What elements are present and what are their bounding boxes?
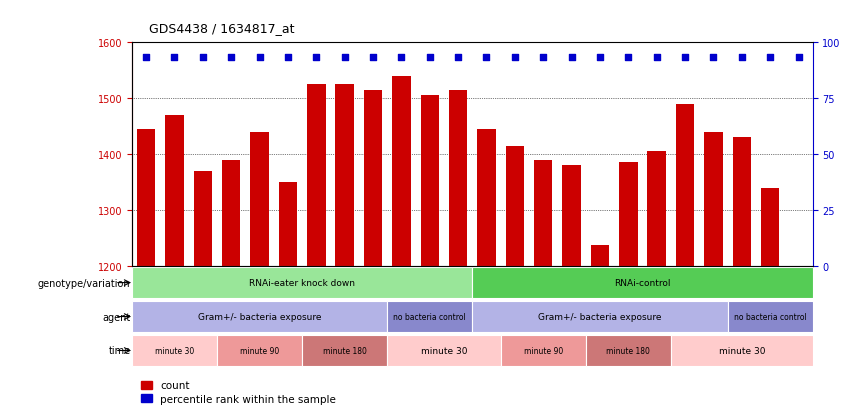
- Bar: [132, 301, 387, 332]
- Bar: [193, 171, 212, 266]
- Point: [310, 55, 323, 61]
- Point: [791, 55, 805, 61]
- Point: [508, 55, 522, 61]
- Point: [253, 55, 266, 61]
- Point: [395, 55, 408, 61]
- Point: [735, 55, 749, 61]
- Bar: [132, 267, 472, 299]
- Text: minute 90: minute 90: [523, 346, 563, 355]
- Bar: [733, 138, 751, 266]
- Bar: [472, 301, 728, 332]
- Bar: [761, 188, 780, 266]
- Point: [678, 55, 692, 61]
- Bar: [222, 160, 240, 266]
- Point: [593, 55, 607, 61]
- Text: genotype/variation: genotype/variation: [38, 278, 130, 288]
- Point: [338, 55, 351, 61]
- Point: [763, 55, 777, 61]
- Point: [536, 55, 550, 61]
- Bar: [671, 335, 813, 366]
- Text: time: time: [108, 346, 130, 356]
- Bar: [302, 335, 387, 366]
- Text: Gram+/- bacteria exposure: Gram+/- bacteria exposure: [197, 312, 322, 321]
- Bar: [165, 116, 184, 266]
- Bar: [728, 301, 813, 332]
- Point: [225, 55, 238, 61]
- Bar: [250, 133, 269, 266]
- Point: [650, 55, 664, 61]
- Legend: count, percentile rank within the sample: count, percentile rank within the sample: [137, 376, 340, 408]
- Bar: [387, 301, 472, 332]
- Text: minute 180: minute 180: [607, 346, 650, 355]
- Bar: [420, 96, 439, 266]
- Bar: [534, 160, 552, 266]
- Bar: [364, 91, 382, 266]
- Point: [140, 55, 153, 61]
- Bar: [278, 183, 297, 266]
- Text: agent: agent: [102, 312, 130, 322]
- Bar: [307, 85, 325, 266]
- Point: [196, 55, 209, 61]
- Point: [706, 55, 720, 61]
- Text: RNAi-eater knock down: RNAi-eater knock down: [249, 278, 355, 287]
- Text: no bacteria control: no bacteria control: [393, 312, 466, 321]
- Bar: [132, 335, 217, 366]
- Text: Gram+/- bacteria exposure: Gram+/- bacteria exposure: [538, 312, 662, 321]
- Bar: [563, 166, 580, 266]
- Bar: [335, 85, 354, 266]
- Point: [565, 55, 579, 61]
- Point: [168, 55, 181, 61]
- Bar: [591, 245, 609, 266]
- Bar: [477, 130, 495, 266]
- Point: [480, 55, 494, 61]
- Bar: [648, 152, 665, 266]
- Bar: [137, 130, 155, 266]
- Bar: [676, 104, 694, 266]
- Text: RNAi-control: RNAi-control: [614, 278, 671, 287]
- Bar: [217, 335, 302, 366]
- Bar: [472, 267, 813, 299]
- Point: [281, 55, 294, 61]
- Bar: [619, 163, 637, 266]
- Text: minute 90: minute 90: [240, 346, 279, 355]
- Text: minute 30: minute 30: [155, 346, 194, 355]
- Text: GDS4438 / 1634817_at: GDS4438 / 1634817_at: [149, 22, 294, 35]
- Text: no bacteria control: no bacteria control: [734, 312, 807, 321]
- Bar: [585, 335, 671, 366]
- Text: minute 30: minute 30: [718, 346, 765, 355]
- Point: [621, 55, 635, 61]
- Bar: [500, 335, 585, 366]
- Bar: [704, 133, 722, 266]
- Point: [366, 55, 380, 61]
- Text: minute 180: minute 180: [323, 346, 367, 355]
- Point: [423, 55, 437, 61]
- Point: [451, 55, 465, 61]
- Bar: [392, 77, 410, 266]
- Bar: [505, 146, 524, 266]
- Text: minute 30: minute 30: [420, 346, 467, 355]
- Bar: [387, 335, 500, 366]
- Bar: [449, 91, 467, 266]
